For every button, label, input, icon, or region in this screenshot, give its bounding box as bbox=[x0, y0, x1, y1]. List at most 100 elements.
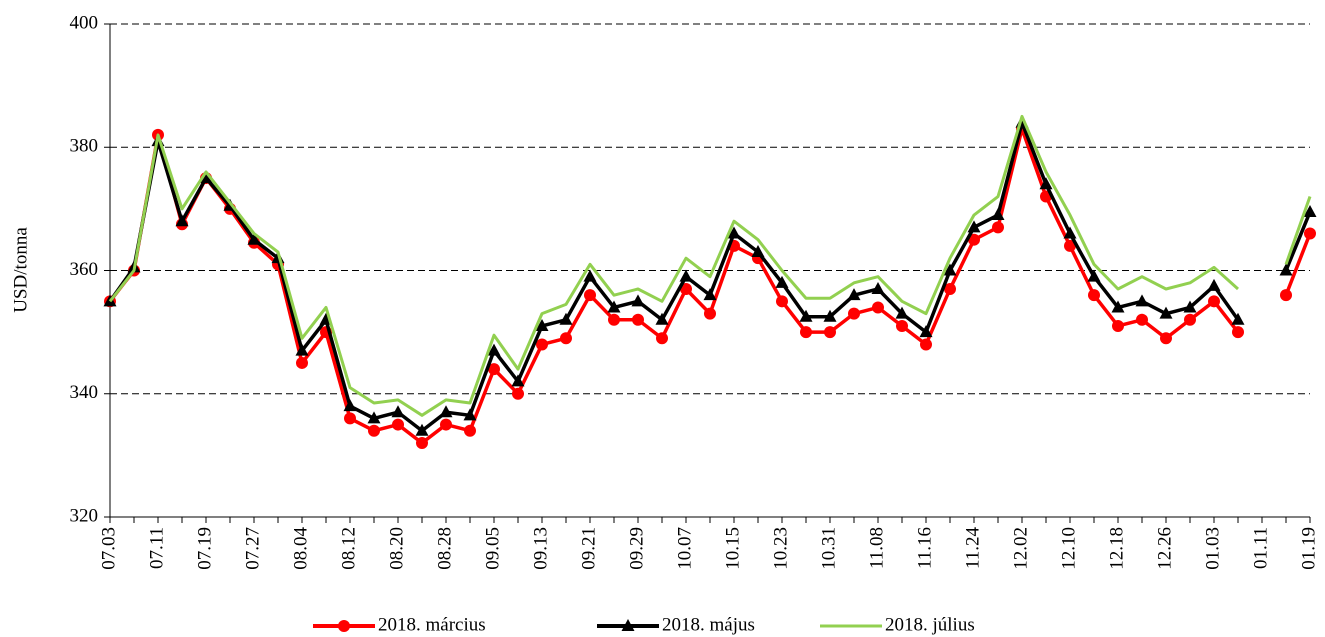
x-tick-label: 10.07 bbox=[674, 527, 695, 570]
data-point bbox=[680, 282, 692, 295]
data-point bbox=[367, 411, 381, 424]
data-point bbox=[440, 418, 452, 431]
x-tick-label: 12.18 bbox=[1106, 527, 1127, 570]
data-point bbox=[608, 313, 620, 326]
data-point bbox=[991, 208, 1005, 221]
data-point bbox=[1064, 239, 1076, 252]
legend-label: 2018. július bbox=[885, 614, 975, 635]
data-point bbox=[631, 294, 645, 307]
data-point bbox=[655, 312, 669, 325]
data-point bbox=[1159, 306, 1173, 319]
data-point bbox=[1184, 313, 1196, 326]
x-tick-label: 08.04 bbox=[290, 527, 311, 570]
x-tick-label: 07.03 bbox=[98, 527, 119, 570]
y-tick-label: 360 bbox=[70, 259, 99, 280]
x-tick-label: 08.20 bbox=[386, 527, 407, 570]
data-point bbox=[416, 437, 428, 450]
y-tick-label: 380 bbox=[70, 136, 99, 157]
data-point bbox=[439, 405, 453, 418]
x-tick-label: 10.31 bbox=[818, 527, 839, 570]
data-point bbox=[727, 226, 741, 239]
data-point bbox=[583, 269, 597, 282]
data-point bbox=[392, 418, 404, 431]
y-tick-label: 320 bbox=[70, 505, 99, 526]
data-point bbox=[1208, 295, 1220, 308]
x-tick-label: 11.08 bbox=[866, 527, 887, 569]
data-point bbox=[871, 281, 885, 294]
data-point bbox=[1136, 313, 1148, 326]
data-point bbox=[847, 288, 861, 301]
data-point bbox=[1280, 289, 1292, 302]
data-point bbox=[775, 275, 789, 288]
y-tick-label: 400 bbox=[70, 12, 99, 33]
data-point bbox=[415, 423, 429, 436]
data-point bbox=[968, 233, 980, 246]
x-tick-label: 12.26 bbox=[1154, 527, 1175, 570]
data-point bbox=[199, 171, 213, 184]
data-point bbox=[296, 356, 308, 369]
data-point bbox=[632, 313, 644, 326]
data-point bbox=[1303, 204, 1317, 217]
series-line bbox=[108, 114, 1312, 417]
x-tick-label: 09.05 bbox=[482, 527, 503, 570]
data-point bbox=[247, 232, 261, 245]
x-tick-label: 11.24 bbox=[962, 527, 983, 570]
data-point bbox=[943, 263, 957, 276]
data-point bbox=[487, 343, 501, 356]
x-tick-label: 10.23 bbox=[770, 527, 791, 570]
data-point bbox=[1111, 300, 1125, 313]
data-point bbox=[920, 338, 932, 351]
data-point bbox=[391, 405, 405, 418]
data-point bbox=[1112, 319, 1124, 332]
data-point bbox=[511, 374, 525, 387]
x-tick-label: 12.10 bbox=[1058, 527, 1079, 570]
x-tick-label: 11.16 bbox=[914, 527, 935, 569]
data-point bbox=[944, 282, 956, 295]
data-point bbox=[1039, 177, 1053, 190]
data-point bbox=[607, 300, 621, 313]
data-point bbox=[295, 343, 309, 356]
data-point bbox=[1088, 289, 1100, 302]
data-point bbox=[1063, 226, 1077, 239]
x-tick-label: 01.19 bbox=[1298, 527, 1319, 570]
data-point bbox=[919, 325, 933, 338]
data-point bbox=[751, 245, 765, 258]
data-point bbox=[344, 412, 356, 425]
data-point bbox=[368, 424, 380, 437]
data-point bbox=[823, 309, 837, 322]
x-tick-label: 10.15 bbox=[722, 527, 743, 570]
x-tick-label: 09.21 bbox=[578, 527, 599, 570]
data-point bbox=[512, 387, 524, 400]
data-point bbox=[1183, 300, 1197, 313]
data-point bbox=[1279, 263, 1293, 276]
data-point bbox=[824, 326, 836, 339]
x-tick-label: 12.02 bbox=[1010, 527, 1031, 570]
x-tick-label: 09.29 bbox=[626, 527, 647, 570]
x-tick-label: 01.11 bbox=[1250, 527, 1271, 569]
data-point bbox=[896, 319, 908, 332]
x-tick-label: 07.11 bbox=[146, 527, 167, 569]
legend-label: 2018. május bbox=[662, 614, 755, 635]
data-point bbox=[799, 309, 813, 322]
data-point bbox=[800, 326, 812, 339]
legend-label: 2018. március bbox=[378, 614, 486, 635]
data-point bbox=[1207, 278, 1221, 291]
data-point bbox=[656, 332, 668, 345]
data-point bbox=[535, 318, 549, 331]
data-point bbox=[584, 289, 596, 302]
data-point bbox=[703, 288, 717, 301]
data-point bbox=[895, 306, 909, 319]
data-point bbox=[1087, 269, 1101, 282]
data-point bbox=[1304, 227, 1316, 240]
data-point bbox=[536, 338, 548, 351]
legend-marker bbox=[621, 619, 635, 631]
y-tick-label: 340 bbox=[70, 382, 99, 403]
data-point bbox=[679, 269, 693, 282]
data-point bbox=[1160, 332, 1172, 345]
data-point bbox=[559, 312, 573, 325]
data-point bbox=[992, 221, 1004, 234]
data-point bbox=[488, 363, 500, 376]
data-point bbox=[1232, 326, 1244, 339]
data-point bbox=[872, 301, 884, 314]
